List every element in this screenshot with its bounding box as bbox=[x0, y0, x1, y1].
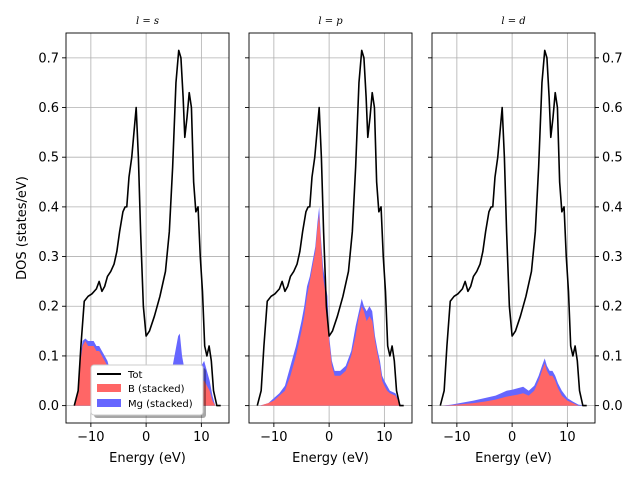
y-tick-label: 0.6 bbox=[38, 101, 59, 116]
area-b bbox=[260, 214, 404, 406]
y-tick-label-right: 0.0 bbox=[602, 399, 623, 414]
y-tick-label-right: 0.7 bbox=[602, 51, 623, 66]
legend-swatch-b bbox=[97, 384, 121, 392]
x-tick-label: 10 bbox=[376, 430, 393, 445]
x-tick-label: 0 bbox=[325, 430, 333, 445]
legend-swatch-mg bbox=[97, 399, 121, 407]
y-tick-label-right: 0.6 bbox=[602, 101, 623, 116]
axes-frame bbox=[65, 32, 230, 424]
panel-title: l = s bbox=[136, 16, 159, 27]
x-axis-label: Energy (eV) bbox=[109, 451, 186, 466]
y-tick-label: 0.0 bbox=[38, 399, 59, 414]
line-total bbox=[439, 49, 587, 407]
x-tick-label: 10 bbox=[193, 430, 210, 445]
y-tick-label: 0.3 bbox=[38, 250, 59, 265]
y-tick-label-right: 0.5 bbox=[602, 151, 623, 166]
line-total bbox=[73, 49, 221, 407]
x-tick-label: 0 bbox=[142, 430, 150, 445]
panel-title: l = p bbox=[318, 16, 343, 27]
legend: Tot B (stacked) Mg (stacked) bbox=[90, 364, 206, 418]
y-tick-label-right: 0.2 bbox=[602, 300, 623, 315]
panel-title: l = d bbox=[501, 16, 525, 27]
y-tick-label: 0.2 bbox=[38, 300, 59, 315]
area-b bbox=[443, 363, 587, 406]
y-tick-label-right: 0.1 bbox=[602, 349, 623, 364]
x-tick-label: 10 bbox=[559, 430, 576, 445]
y-tick-label-right: 0.3 bbox=[602, 250, 623, 265]
axes-frame bbox=[248, 32, 413, 424]
x-tick-label: −10 bbox=[77, 430, 104, 445]
x-tick-label: −10 bbox=[260, 430, 287, 445]
x-tick-label: 0 bbox=[508, 430, 516, 445]
axes-frame bbox=[431, 32, 596, 424]
y-axis-label: DOS (states/eV) bbox=[15, 176, 30, 280]
y-tick-label: 0.5 bbox=[38, 151, 59, 166]
legend-label-mg: Mg (stacked) bbox=[128, 399, 193, 410]
x-tick-label: −10 bbox=[443, 430, 470, 445]
panel-d: −10 0 10 0.0 0.1 0.2 0.3 0.4 0.5 0.6 0.7 l = d Energ… bbox=[428, 16, 623, 466]
legend-label-b: B (stacked) bbox=[128, 384, 185, 395]
legend-label-total: Tot bbox=[127, 370, 143, 381]
panel-p: −10 0 10 l = p Energy (eV) bbox=[245, 16, 413, 466]
line-total bbox=[256, 49, 404, 407]
y-tick-label: 0.1 bbox=[38, 349, 59, 364]
x-axis-label: Energy (eV) bbox=[292, 451, 369, 466]
x-axis-label: Energy (eV) bbox=[475, 451, 552, 466]
y-tick-label-right: 0.4 bbox=[602, 200, 623, 215]
y-tick-label: 0.7 bbox=[38, 51, 59, 66]
y-tick-label: 0.4 bbox=[38, 200, 59, 215]
